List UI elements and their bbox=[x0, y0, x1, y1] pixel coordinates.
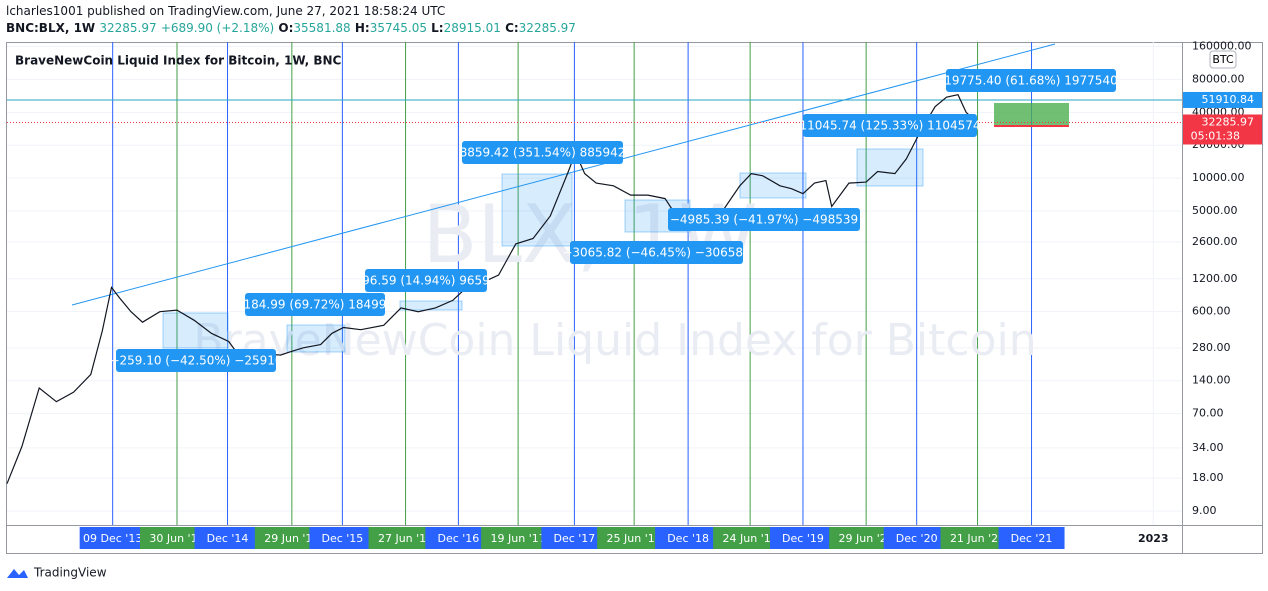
watermark: BLX, 1W bbox=[422, 188, 757, 281]
countdown: 05:01:38 bbox=[1191, 129, 1240, 142]
position-loss bbox=[994, 125, 1069, 127]
position-profit bbox=[994, 103, 1069, 125]
time-label-box bbox=[368, 527, 443, 549]
x-tick-label: 19 Jun '17 bbox=[491, 532, 546, 545]
measure-label: 8859.42 (351.54%) 885942 bbox=[460, 146, 626, 160]
time-label-box bbox=[541, 527, 608, 549]
x-tick-label: 27 Jun '16 bbox=[378, 532, 433, 545]
measure-label: −259.10 (−42.50%) −25910 bbox=[109, 354, 282, 368]
brand: TradingView bbox=[7, 566, 107, 580]
measure-label-box bbox=[946, 69, 1116, 92]
x-tick-label: 21 Jun '21 bbox=[950, 532, 1005, 545]
measure-label: 19775.40 (61.68%) 1977540 bbox=[944, 74, 1117, 88]
time-label-box bbox=[769, 527, 836, 549]
change: +689.90 (+2.18%) bbox=[160, 21, 275, 35]
x-tick-label: Dec '18 bbox=[667, 532, 709, 545]
price-tag-label: 32285.97 bbox=[1202, 115, 1255, 128]
y-tick-label: 9.00 bbox=[1192, 504, 1217, 517]
x-tick-label: 29 Jun '15 bbox=[264, 532, 319, 545]
time-label-box bbox=[425, 527, 492, 549]
measure-label-box bbox=[668, 208, 860, 231]
measure-label-box bbox=[245, 293, 385, 316]
measure-label: −4985.39 (−41.97%) −498539 bbox=[670, 213, 858, 227]
low: 28915.01 bbox=[443, 21, 501, 35]
price-tag bbox=[1183, 114, 1262, 145]
y-tick-label: 70.00 bbox=[1192, 407, 1224, 420]
logo bbox=[7, 569, 28, 578]
time-label-box bbox=[194, 527, 261, 549]
x-tick-label: Dec '20 bbox=[896, 532, 938, 545]
brand-name: TradingView bbox=[33, 566, 107, 580]
open: 35581.88 bbox=[293, 21, 351, 35]
y-tick-label: 280.00 bbox=[1192, 341, 1231, 354]
y-tick-label: 140.00 bbox=[1192, 374, 1231, 387]
measure-zone bbox=[286, 324, 346, 353]
time-label-box bbox=[713, 527, 788, 549]
measure-zone bbox=[399, 300, 463, 311]
y-tick-label: 80000.00 bbox=[1192, 72, 1245, 85]
x-tick-label: 25 Jun '18 bbox=[607, 532, 662, 545]
y-tick-label: 5000.00 bbox=[1192, 204, 1238, 217]
measure-label-box bbox=[365, 269, 487, 292]
c-label: C: bbox=[505, 21, 519, 35]
chart: BLX, 1W BraveNewCoin Liquid Index for Bi… bbox=[6, 40, 1263, 554]
measure-label-box bbox=[116, 349, 276, 372]
y-tick-label: 1200.00 bbox=[1192, 272, 1238, 285]
time-label-box bbox=[481, 527, 556, 549]
measure-label: 96.59 (14.94%) 9659 bbox=[362, 274, 490, 288]
measure-label: 184.99 (69.72%) 18499 bbox=[244, 298, 387, 312]
time-label-box bbox=[998, 527, 1065, 549]
y-tick-label: 34.00 bbox=[1192, 441, 1224, 454]
x-tick-label: 24 Jun '19 bbox=[723, 532, 778, 545]
currency-box bbox=[1209, 50, 1237, 69]
measure-label: 11045.74 (125.33%) 1104574 bbox=[799, 119, 980, 133]
x-tick-label: Dec '14 bbox=[207, 532, 249, 545]
price-tag bbox=[1183, 91, 1262, 108]
x-tick-label: 29 Jun '20 bbox=[839, 532, 894, 545]
x-tick-label: Dec '15 bbox=[321, 532, 363, 545]
time-label-box bbox=[597, 527, 672, 549]
measure-label-box bbox=[570, 241, 743, 264]
measure-zone bbox=[501, 173, 573, 247]
o-label: O: bbox=[278, 21, 294, 35]
measure-zone bbox=[162, 312, 229, 349]
measure-label-box bbox=[803, 114, 977, 137]
chart-title: BraveNewCoin Liquid Index for Bitcoin, 1… bbox=[15, 54, 342, 68]
time-label-box bbox=[940, 527, 1015, 549]
y-tick-label: 18.00 bbox=[1192, 471, 1224, 484]
x-tick-label: Dec '16 bbox=[437, 532, 479, 545]
time-label-box bbox=[655, 527, 722, 549]
y-tick-label: 10000.00 bbox=[1192, 171, 1245, 184]
measure-zone bbox=[856, 148, 924, 187]
symbol: BNC:BLX, 1W bbox=[6, 21, 96, 35]
y-tick-label: 2600.00 bbox=[1192, 235, 1238, 248]
x-tick-label: 2023 bbox=[1138, 532, 1169, 545]
time-label-box bbox=[309, 527, 376, 549]
measure-zone bbox=[739, 172, 807, 199]
x-tick-label: Dec '19 bbox=[782, 532, 824, 545]
last: 32285.97 bbox=[99, 21, 157, 35]
x-tick-label: 30 Jun '14 bbox=[149, 532, 204, 545]
measure-label: −3065.82 (−46.45%) −306582 bbox=[562, 246, 750, 260]
close: 32285.97 bbox=[518, 21, 576, 35]
h-label: H: bbox=[354, 21, 370, 35]
x-tick-label: 09 Dec '13 bbox=[83, 532, 142, 545]
price-tag-label: 51910.84 bbox=[1202, 93, 1255, 106]
y-tick-label: 600.00 bbox=[1192, 305, 1231, 318]
y-tick-label: 160000.00 bbox=[1192, 40, 1252, 53]
measure-label-box bbox=[462, 141, 623, 164]
time-label-box bbox=[79, 527, 146, 549]
publisher: lcharles1001 published on TradingView.co… bbox=[6, 4, 446, 18]
price-line bbox=[6, 94, 978, 484]
watermark: BraveNewCoin Liquid Index for Bitcoin bbox=[193, 315, 1036, 366]
quote-line: BNC:BLX, 1W 32285.97 +689.90 (+2.18%) O:… bbox=[6, 21, 576, 35]
currency: BTC bbox=[1212, 53, 1234, 66]
x-tick-label: Dec '21 bbox=[1011, 532, 1053, 545]
x-tick-label: Dec '17 bbox=[553, 532, 595, 545]
time-label-box bbox=[883, 527, 950, 549]
high: 35745.05 bbox=[369, 21, 427, 35]
trend-line bbox=[71, 43, 1056, 306]
l-label: L: bbox=[431, 21, 444, 35]
